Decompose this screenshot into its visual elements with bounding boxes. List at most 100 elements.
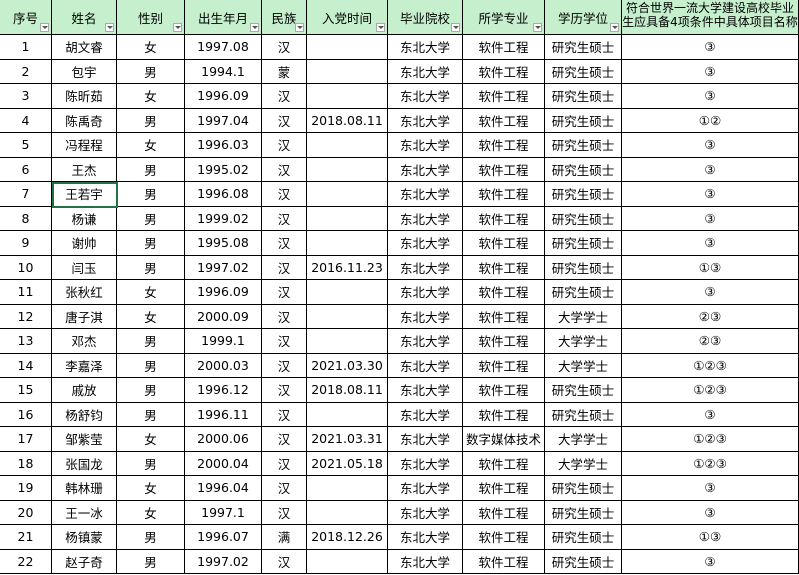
- table-cell[interactable]: [307, 280, 388, 305]
- table-cell[interactable]: 软件工程: [463, 402, 545, 427]
- filter-button[interactable]: [295, 23, 304, 32]
- table-cell[interactable]: [307, 476, 388, 501]
- table-cell[interactable]: 22: [0, 549, 52, 574]
- table-cell[interactable]: 汉: [262, 304, 307, 329]
- table-cell[interactable]: 东北大学: [388, 402, 463, 427]
- filter-button[interactable]: [40, 23, 49, 32]
- table-cell[interactable]: 王若宇: [52, 182, 117, 207]
- table-cell[interactable]: 东北大学: [388, 157, 463, 182]
- table-cell[interactable]: 王杰: [52, 157, 117, 182]
- table-cell[interactable]: 邹紫莹: [52, 427, 117, 452]
- table-cell[interactable]: 女: [117, 84, 185, 109]
- table-cell[interactable]: 1997.02: [185, 549, 262, 574]
- table-cell[interactable]: 东北大学: [388, 84, 463, 109]
- filter-button[interactable]: [105, 23, 114, 32]
- table-cell[interactable]: 3: [0, 84, 52, 109]
- table-cell[interactable]: 14: [0, 353, 52, 378]
- table-cell[interactable]: ③: [622, 549, 799, 574]
- table-cell[interactable]: 研究生硕士: [545, 133, 622, 158]
- table-cell[interactable]: 软件工程: [463, 304, 545, 329]
- table-cell[interactable]: 研究生硕士: [545, 378, 622, 403]
- table-cell[interactable]: 汉: [262, 255, 307, 280]
- table-cell[interactable]: 软件工程: [463, 476, 545, 501]
- table-cell[interactable]: 软件工程: [463, 500, 545, 525]
- table-cell[interactable]: ①②③: [622, 427, 799, 452]
- table-cell[interactable]: 满: [262, 525, 307, 550]
- table-cell[interactable]: ③: [622, 35, 799, 60]
- table-cell[interactable]: 大学学士: [545, 427, 622, 452]
- table-cell[interactable]: 男: [117, 255, 185, 280]
- table-cell[interactable]: ③: [622, 206, 799, 231]
- table-cell[interactable]: 研究生硕士: [545, 525, 622, 550]
- table-cell[interactable]: 戚放: [52, 378, 117, 403]
- table-cell[interactable]: 东北大学: [388, 329, 463, 354]
- table-cell[interactable]: 东北大学: [388, 525, 463, 550]
- table-cell[interactable]: 研究生硕士: [545, 255, 622, 280]
- table-cell[interactable]: 2000.04: [185, 451, 262, 476]
- table-cell[interactable]: 东北大学: [388, 35, 463, 60]
- table-cell[interactable]: 韩林珊: [52, 476, 117, 501]
- table-cell[interactable]: 2021.05.18: [307, 451, 388, 476]
- table-cell[interactable]: 女: [117, 427, 185, 452]
- table-cell[interactable]: 东北大学: [388, 280, 463, 305]
- table-cell[interactable]: 汉: [262, 157, 307, 182]
- table-cell[interactable]: 汉: [262, 476, 307, 501]
- table-cell[interactable]: 大学学士: [545, 353, 622, 378]
- table-cell[interactable]: 研究生硕士: [545, 402, 622, 427]
- table-cell[interactable]: 数字媒体技术: [463, 427, 545, 452]
- table-cell[interactable]: [307, 206, 388, 231]
- table-cell[interactable]: 研究生硕士: [545, 108, 622, 133]
- table-cell[interactable]: 2000.06: [185, 427, 262, 452]
- table-cell[interactable]: 男: [117, 329, 185, 354]
- table-cell[interactable]: 男: [117, 108, 185, 133]
- table-cell[interactable]: 研究生硕士: [545, 231, 622, 256]
- table-cell[interactable]: 软件工程: [463, 280, 545, 305]
- table-cell[interactable]: 2021.03.31: [307, 427, 388, 452]
- table-cell[interactable]: [307, 549, 388, 574]
- table-cell[interactable]: ①③: [622, 525, 799, 550]
- table-cell[interactable]: 大学学士: [545, 451, 622, 476]
- table-cell[interactable]: 邓杰: [52, 329, 117, 354]
- table-cell[interactable]: 20: [0, 500, 52, 525]
- table-cell[interactable]: [307, 182, 388, 207]
- table-cell[interactable]: 1999.1: [185, 329, 262, 354]
- table-cell[interactable]: 东北大学: [388, 206, 463, 231]
- table-cell[interactable]: 软件工程: [463, 549, 545, 574]
- table-cell[interactable]: 1994.1: [185, 59, 262, 84]
- table-cell[interactable]: 冯程程: [52, 133, 117, 158]
- table-cell[interactable]: ③: [622, 476, 799, 501]
- table-cell[interactable]: 13: [0, 329, 52, 354]
- table-cell[interactable]: 软件工程: [463, 133, 545, 158]
- table-cell[interactable]: 软件工程: [463, 255, 545, 280]
- table-cell[interactable]: ③: [622, 280, 799, 305]
- table-cell[interactable]: ①③: [622, 255, 799, 280]
- table-cell[interactable]: 闫玉: [52, 255, 117, 280]
- table-cell[interactable]: 2018.08.11: [307, 108, 388, 133]
- table-cell[interactable]: 女: [117, 280, 185, 305]
- table-cell[interactable]: ①②③: [622, 378, 799, 403]
- table-cell[interactable]: 蒙: [262, 59, 307, 84]
- table-cell[interactable]: 男: [117, 231, 185, 256]
- table-cell[interactable]: 2018.12.26: [307, 525, 388, 550]
- table-cell[interactable]: 软件工程: [463, 525, 545, 550]
- table-cell[interactable]: 2000.09: [185, 304, 262, 329]
- table-cell[interactable]: 1995.08: [185, 231, 262, 256]
- table-cell[interactable]: 1999.02: [185, 206, 262, 231]
- table-cell[interactable]: ③: [622, 402, 799, 427]
- table-cell[interactable]: 18: [0, 451, 52, 476]
- filter-button[interactable]: [451, 23, 460, 32]
- table-cell[interactable]: 8: [0, 206, 52, 231]
- table-cell[interactable]: 汉: [262, 84, 307, 109]
- table-cell[interactable]: 1996.11: [185, 402, 262, 427]
- table-cell[interactable]: 男: [117, 59, 185, 84]
- table-cell[interactable]: 21: [0, 525, 52, 550]
- table-cell[interactable]: 5: [0, 133, 52, 158]
- table-cell[interactable]: 女: [117, 304, 185, 329]
- table-cell[interactable]: 张国龙: [52, 451, 117, 476]
- table-cell[interactable]: 研究生硕士: [545, 182, 622, 207]
- table-cell[interactable]: 张秋红: [52, 280, 117, 305]
- table-cell[interactable]: [307, 157, 388, 182]
- table-cell[interactable]: 男: [117, 549, 185, 574]
- table-cell[interactable]: 9: [0, 231, 52, 256]
- table-cell[interactable]: 东北大学: [388, 108, 463, 133]
